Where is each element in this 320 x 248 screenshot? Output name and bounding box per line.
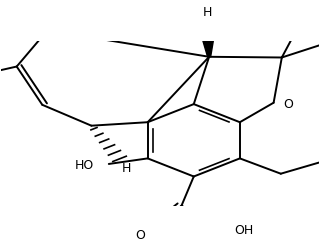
Text: H: H <box>122 162 131 175</box>
Text: HO: HO <box>75 159 94 172</box>
Text: H: H <box>202 6 212 19</box>
Polygon shape <box>198 23 216 57</box>
Text: O: O <box>136 229 146 242</box>
Text: OH: OH <box>235 224 254 237</box>
Text: O: O <box>283 98 293 111</box>
